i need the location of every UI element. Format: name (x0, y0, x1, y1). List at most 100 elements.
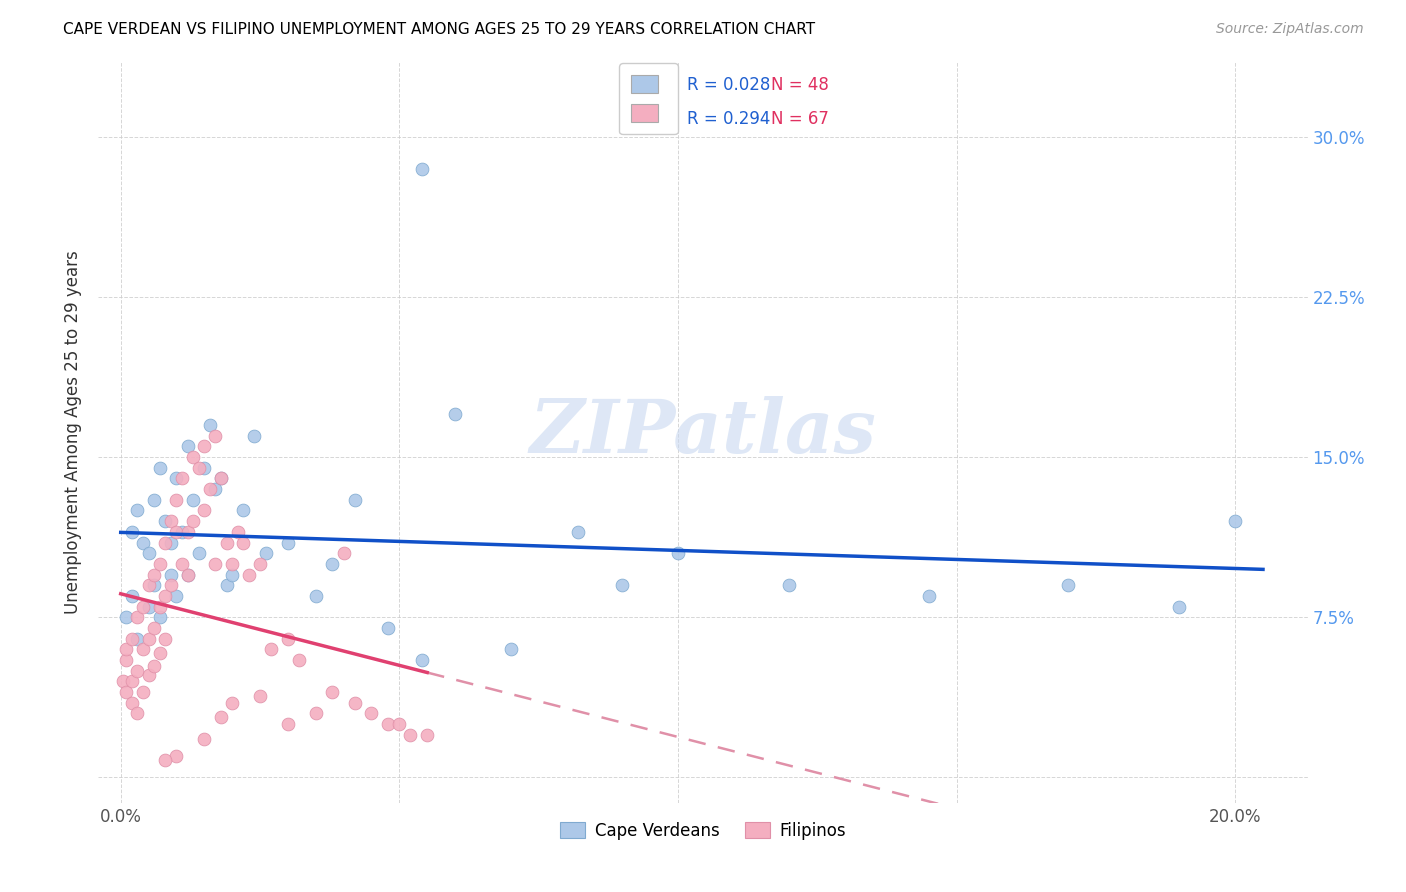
Point (209, 471, 232, 485)
Point (238, 567, 260, 582)
Point (249, 557, 271, 571)
Point (165, 589, 187, 603)
Point (127, 632, 149, 646)
Text: N = 67: N = 67 (770, 110, 828, 128)
Point (193, 460, 215, 475)
Point (165, 524, 187, 539)
Point (187, 460, 209, 475)
Point (343, 696, 366, 710)
Point (112, 674, 135, 689)
Point (204, 557, 226, 571)
Point (176, 440, 198, 454)
Point (165, 471, 187, 485)
Point (277, 535, 299, 549)
Point (193, 440, 215, 454)
Point (170, 557, 193, 571)
Point (360, 706, 382, 721)
Point (221, 696, 243, 710)
Point (388, 716, 411, 731)
Point (138, 578, 160, 592)
Point (155, 632, 177, 646)
Point (155, 753, 177, 767)
Point (149, 610, 172, 624)
Point (305, 589, 328, 603)
Point (204, 482, 226, 496)
Point (204, 429, 226, 443)
Point (155, 535, 177, 549)
Point (143, 659, 166, 673)
Point (138, 632, 160, 646)
Point (121, 696, 143, 710)
Point (181, 514, 204, 528)
Point (132, 642, 155, 657)
Point (377, 621, 399, 635)
Point (215, 578, 238, 592)
Y-axis label: Unemployment Among Ages 25 to 29 years: Unemployment Among Ages 25 to 29 years (65, 251, 83, 615)
Point (115, 653, 138, 667)
Point (121, 632, 143, 646)
Point (176, 567, 198, 582)
Point (193, 503, 215, 517)
Point (127, 706, 149, 721)
Point (232, 535, 254, 549)
Point (115, 685, 138, 699)
Point (181, 492, 204, 507)
Point (121, 524, 143, 539)
Point (288, 653, 311, 667)
Point (221, 557, 243, 571)
Point (138, 546, 160, 560)
Point (321, 557, 343, 571)
Point (115, 610, 138, 624)
Text: N = 48: N = 48 (770, 76, 828, 94)
Point (1223, 514, 1246, 528)
Point (127, 664, 149, 678)
Point (612, 578, 634, 592)
Point (187, 546, 209, 560)
Point (155, 589, 177, 603)
Point (918, 589, 941, 603)
Text: R = 0.294: R = 0.294 (688, 110, 770, 128)
Point (260, 642, 283, 657)
Point (143, 567, 166, 582)
Point (277, 632, 299, 646)
Point (226, 524, 249, 539)
Point (149, 557, 172, 571)
Point (209, 710, 232, 724)
Point (176, 567, 198, 582)
Point (221, 567, 243, 582)
Point (215, 535, 238, 549)
Point (332, 546, 354, 560)
Point (181, 450, 204, 465)
Point (127, 503, 149, 517)
Point (277, 716, 299, 731)
Point (143, 492, 166, 507)
Point (778, 578, 800, 592)
Point (132, 599, 155, 614)
Point (160, 578, 183, 592)
Point (666, 546, 689, 560)
Point (198, 418, 221, 433)
Point (121, 589, 143, 603)
Point (305, 706, 328, 721)
Point (132, 685, 155, 699)
Point (444, 408, 467, 422)
Point (232, 503, 254, 517)
Point (170, 524, 193, 539)
Point (143, 578, 166, 592)
Point (176, 524, 198, 539)
Point (321, 685, 343, 699)
Point (160, 567, 183, 582)
Point (399, 727, 422, 741)
Point (170, 471, 193, 485)
Point (149, 599, 172, 614)
Point (160, 514, 183, 528)
Text: R = 0.028: R = 0.028 (688, 76, 770, 94)
Point (132, 535, 155, 549)
Point (198, 482, 221, 496)
Point (193, 731, 215, 746)
Point (165, 492, 187, 507)
Point (411, 162, 433, 177)
Point (343, 492, 366, 507)
Point (1057, 578, 1080, 592)
Point (254, 546, 277, 560)
